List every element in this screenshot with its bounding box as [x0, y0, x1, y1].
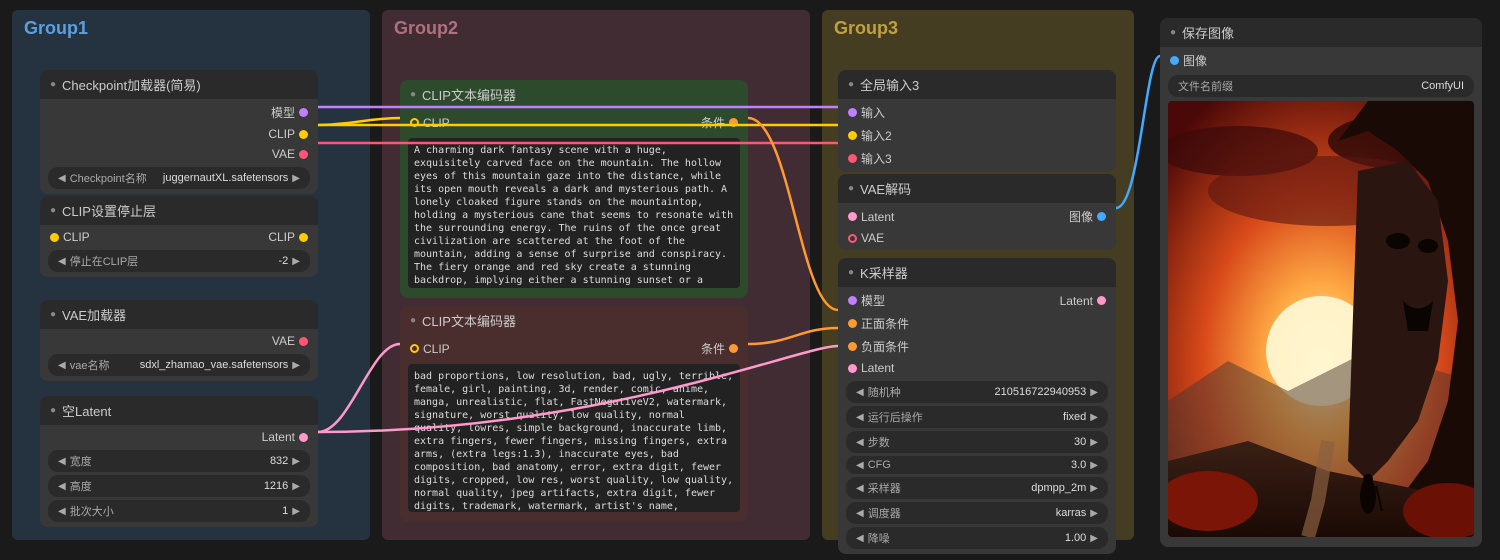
input-1: 输入	[861, 104, 885, 121]
input-image: 图像	[1183, 52, 1207, 69]
input-clip: CLIP	[423, 342, 450, 356]
input-negative: 负面条件	[861, 338, 909, 355]
output-latent: Latent	[262, 430, 295, 444]
widget-steps[interactable]: ◀步数30▶	[846, 431, 1108, 453]
widget-ckpt-name[interactable]: ◀Checkpoint名称 juggernautXL.safetensors▶	[48, 167, 310, 189]
output-clip: CLIP	[268, 127, 295, 141]
output-clip: CLIP	[268, 230, 295, 244]
group-1-title: Group1	[18, 16, 364, 41]
node-clip-encode-negative[interactable]: CLIP文本编码器 CLIP 条件 bad proportions, low r…	[400, 306, 748, 522]
group-3-title: Group3	[828, 16, 1128, 41]
output-model: 模型	[271, 104, 295, 121]
node-header[interactable]: CLIP文本编码器	[400, 306, 748, 335]
input-clip: CLIP	[63, 230, 90, 244]
input-3: 输入3	[861, 150, 892, 167]
node-ksampler[interactable]: K采样器 模型 Latent 正面条件 负面条件 Latent ◀随机种2105…	[838, 258, 1116, 554]
widget-cfg[interactable]: ◀CFG3.0▶	[846, 456, 1108, 474]
prompt-text-negative[interactable]: bad proportions, low resolution, bad, ug…	[408, 364, 740, 512]
prompt-text-positive[interactable]: A charming dark fantasy scene with a hug…	[408, 138, 740, 288]
output-conditioning: 条件	[701, 114, 725, 131]
node-clip-set-layer[interactable]: CLIP设置停止层 CLIP CLIP ◀停止在CLIP层 -2▶	[40, 196, 318, 277]
widget-width[interactable]: ◀宽度832▶	[48, 450, 310, 472]
widget-seed[interactable]: ◀随机种210516722940953▶	[846, 381, 1108, 403]
input-clip: CLIP	[423, 116, 450, 130]
widget-sampler[interactable]: ◀采样器dpmpp_2m▶	[846, 477, 1108, 499]
node-header[interactable]: CLIP设置停止层	[40, 196, 318, 225]
node-checkpoint-loader[interactable]: Checkpoint加载器(简易) 模型 CLIP VAE ◀Checkpoin…	[40, 70, 318, 194]
output-conditioning: 条件	[701, 340, 725, 357]
image-preview[interactable]	[1168, 101, 1474, 537]
node-header[interactable]: 全局输入3	[838, 70, 1116, 99]
input-2: 输入2	[861, 127, 892, 144]
output-vae: VAE	[272, 147, 295, 161]
output-vae: VAE	[272, 334, 295, 348]
node-header[interactable]: VAE加载器	[40, 300, 318, 329]
node-clip-encode-positive[interactable]: CLIP文本编码器 CLIP 条件 A charming dark fantas…	[400, 80, 748, 298]
node-header[interactable]: Checkpoint加载器(简易)	[40, 70, 318, 99]
input-model: 模型	[861, 292, 885, 309]
widget-height[interactable]: ◀高度1216▶	[48, 475, 310, 497]
output-latent: Latent	[1060, 294, 1093, 308]
widget-denoise[interactable]: ◀降噪1.00▶	[846, 527, 1108, 549]
node-header[interactable]: 保存图像	[1160, 18, 1482, 47]
widget-vae-name[interactable]: ◀vae名称 sdxl_zhamao_vae.safetensors▶	[48, 354, 310, 376]
node-header[interactable]: 空Latent	[40, 396, 318, 425]
widget-control[interactable]: ◀运行后操作fixed▶	[846, 406, 1108, 428]
output-image: 图像	[1069, 208, 1093, 225]
widget-stop-layer[interactable]: ◀停止在CLIP层 -2▶	[48, 250, 310, 272]
input-vae: VAE	[861, 231, 884, 245]
node-header[interactable]: CLIP文本编码器	[400, 80, 748, 109]
node-header[interactable]: VAE解码	[838, 174, 1116, 203]
widget-batch[interactable]: ◀批次大小1▶	[48, 500, 310, 522]
group-2-title: Group2	[388, 16, 804, 41]
node-save-image[interactable]: 保存图像 图像 文件名前缀ComfyUI	[1160, 18, 1482, 547]
input-positive: 正面条件	[861, 315, 909, 332]
node-vae-loader[interactable]: VAE加载器 VAE ◀vae名称 sdxl_zhamao_vae.safete…	[40, 300, 318, 381]
input-latent: Latent	[861, 361, 894, 375]
widget-filename-prefix[interactable]: 文件名前缀ComfyUI	[1168, 75, 1474, 97]
input-latent: Latent	[861, 210, 894, 224]
node-header[interactable]: K采样器	[838, 258, 1116, 287]
node-empty-latent[interactable]: 空Latent Latent ◀宽度832▶ ◀高度1216▶ ◀批次大小1▶	[40, 396, 318, 527]
node-global-input[interactable]: 全局输入3 输入 输入2 输入3	[838, 70, 1116, 172]
widget-scheduler[interactable]: ◀调度器karras▶	[846, 502, 1108, 524]
node-vae-decode[interactable]: VAE解码 Latent 图像 VAE	[838, 174, 1116, 250]
